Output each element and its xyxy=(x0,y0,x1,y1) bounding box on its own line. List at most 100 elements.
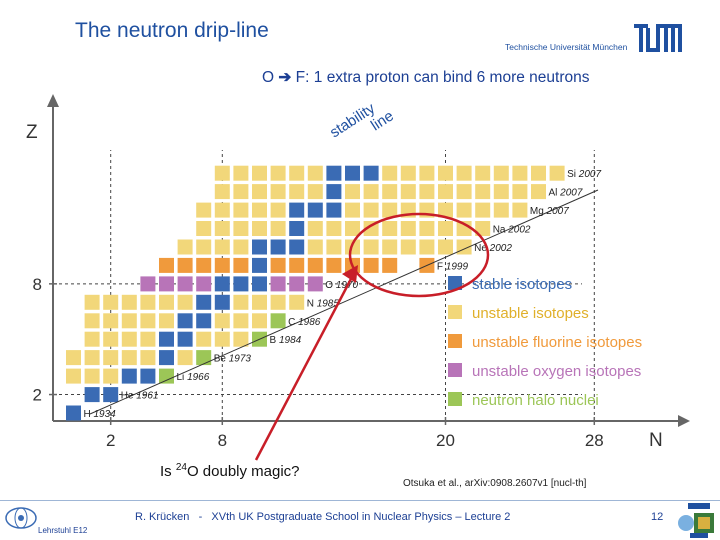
nuclide-cell-unstable xyxy=(233,331,249,347)
element-symbol: N xyxy=(307,298,317,309)
nuclide-cell-oxygen xyxy=(307,276,323,292)
legend-label-unstable: unstable isotopes xyxy=(472,305,589,322)
nuclide-cell-unstable xyxy=(419,184,435,200)
nuclide-cell-stable xyxy=(252,239,267,255)
nuclide-cell-fluorine xyxy=(196,257,212,273)
element-label: Si 2007 xyxy=(567,169,601,180)
legend-label-oxygen: unstable oxygen isotopes xyxy=(472,363,641,380)
nuclide-cell-fluorine xyxy=(214,257,230,273)
element-label: N 1985 xyxy=(307,298,340,309)
nuclide-cell-unstable xyxy=(363,184,379,200)
element-year: 1985 xyxy=(317,298,340,309)
y-axis-arrowhead xyxy=(47,94,59,107)
nuclide-cell-unstable xyxy=(382,221,398,236)
y-tick-label: 2 xyxy=(33,386,42,405)
nuclide-cell-halo xyxy=(270,313,286,329)
nuclide-cell-oxygen xyxy=(177,276,193,292)
nuclide-cell-unstable xyxy=(438,202,453,218)
nuclide-cell-stable xyxy=(233,276,249,292)
nuclide-cell-unstable xyxy=(159,313,174,329)
nuclide-cell-unstable xyxy=(252,184,267,200)
department-logo xyxy=(5,507,37,529)
question-text: Is 24O doubly magic? xyxy=(160,462,300,480)
legend-swatch-unstable xyxy=(448,305,462,319)
arrow-icon: ➔ xyxy=(278,69,292,86)
university-name: Technische Universität München xyxy=(505,42,628,52)
nuclide-cell-unstable xyxy=(233,165,249,181)
stability-line xyxy=(89,189,599,415)
element-label: Li 1966 xyxy=(177,372,210,383)
nuclide-cell-unstable xyxy=(531,184,546,200)
nuclide-cell-unstable xyxy=(84,368,100,384)
nuclide-cell-unstable xyxy=(345,202,360,218)
nuclide-cell-unstable xyxy=(363,202,379,218)
nuclide-cell-stable xyxy=(307,202,323,218)
nuclide-cell-unstable xyxy=(177,350,193,366)
nuclide-cell-unstable xyxy=(140,294,156,310)
nuclide-cell-fluorine xyxy=(233,257,249,273)
nuclide-cell-unstable xyxy=(270,165,286,181)
nuclide-cell-unstable xyxy=(307,165,323,181)
element-year: 1966 xyxy=(187,372,210,383)
nuclide-cell-unstable xyxy=(382,184,398,200)
element-label: Ne 2002 xyxy=(474,243,512,254)
nuclide-cell-halo xyxy=(159,368,174,384)
nuclide-cell-unstable xyxy=(121,350,137,366)
nuclide-cell-unstable xyxy=(252,313,267,329)
element-year: 2007 xyxy=(578,169,602,180)
highlight-circle xyxy=(348,212,490,298)
headline-right: F: 1 extra proton can bind 6 more neutro… xyxy=(291,69,590,86)
nuclide-cell-unstable xyxy=(214,239,230,255)
nuclide-cell-stable xyxy=(214,294,230,310)
nuclide-cell-unstable xyxy=(475,184,491,200)
element-symbol: B xyxy=(270,335,279,346)
x-tick-label: 8 xyxy=(218,431,227,450)
nuclide-cell-unstable xyxy=(66,350,81,366)
element-label: He 1961 xyxy=(121,391,159,402)
nuclide-cell-unstable xyxy=(140,313,156,329)
nuclide-cell-unstable xyxy=(103,368,119,384)
nuclide-cell-stable xyxy=(140,368,156,384)
x-tick-label: 20 xyxy=(436,431,455,450)
nuclide-cell-unstable xyxy=(475,202,491,218)
nuclide-cell-oxygen xyxy=(270,276,286,292)
footer-text: R. Krücken - XVth UK Postgraduate School… xyxy=(135,511,511,523)
nuclide-cell-fluorine xyxy=(326,257,342,273)
nuclide-cell-unstable xyxy=(289,165,305,181)
y-tick-label: 8 xyxy=(33,275,42,294)
pointer-arrow-shaft xyxy=(254,276,354,461)
nuclide-cell-unstable xyxy=(214,165,230,181)
element-label: O 1970 xyxy=(325,280,358,291)
nuclide-cell-unstable xyxy=(196,331,212,347)
nuclide-cell-stable xyxy=(363,165,379,181)
nuclide-cell-fluorine xyxy=(159,257,174,273)
nuclide-cell-unstable xyxy=(512,165,528,181)
nuclide-cell-unstable xyxy=(214,202,230,218)
legend-swatch-oxygen xyxy=(448,363,462,377)
element-symbol: He xyxy=(121,391,137,402)
nuclide-cell-stable xyxy=(270,239,286,255)
nuclide-cell-stable xyxy=(326,184,342,200)
headline: O ➔ F: 1 extra proton can bind 6 more ne… xyxy=(262,68,590,87)
nuclide-cell-unstable xyxy=(270,294,286,310)
nuclide-cell-unstable xyxy=(252,221,267,236)
question-sup: 24 xyxy=(175,462,187,473)
nuclide-cell-unstable xyxy=(84,331,100,347)
element-label: H 1934 xyxy=(84,409,117,420)
element-symbol: Al xyxy=(549,188,561,199)
legend-swatch-fluorine xyxy=(448,334,462,348)
element-symbol: C xyxy=(288,317,298,328)
nuclide-cell-unstable xyxy=(252,165,267,181)
nuclide-cell-unstable xyxy=(289,184,305,200)
nuclide-cell-unstable xyxy=(214,184,230,200)
legend-label-fluorine: unstable fluorine isotopes xyxy=(472,334,642,351)
nuclide-cell-unstable xyxy=(252,202,267,218)
nuclide-cell-fluorine xyxy=(363,257,379,273)
nuclide-cell-stable xyxy=(66,405,81,421)
element-year: 1961 xyxy=(136,391,158,402)
element-label: Al 2007 xyxy=(549,188,583,199)
nuclide-cell-unstable xyxy=(214,331,230,347)
element-label: F 1999 xyxy=(437,261,469,272)
x-axis-arrowhead xyxy=(678,415,690,427)
